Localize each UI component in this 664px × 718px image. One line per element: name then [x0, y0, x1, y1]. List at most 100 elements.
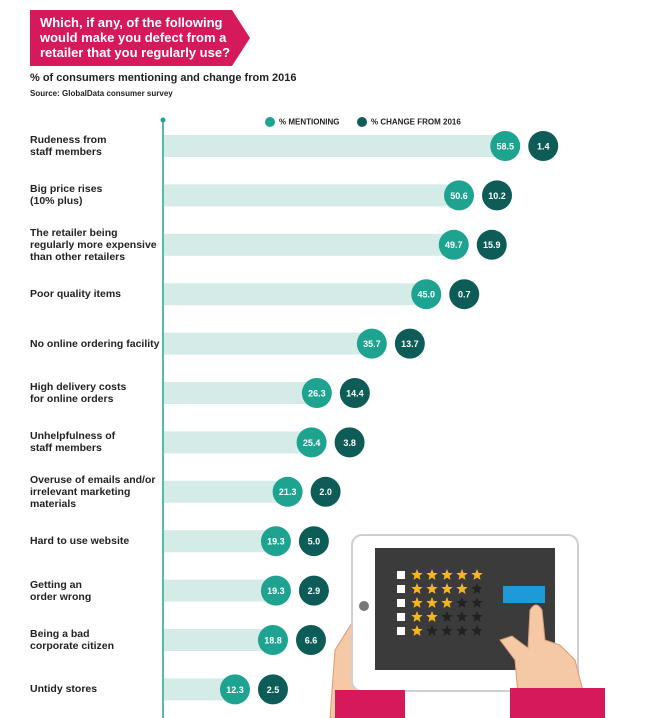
change-dot [339, 378, 370, 408]
value-label: 6.6 [305, 635, 318, 645]
value-label: 2.5 [267, 685, 280, 695]
category-label: Hard to use website [30, 535, 130, 548]
value-label: 18.8 [264, 635, 282, 645]
star [441, 569, 453, 580]
bar [164, 233, 454, 256]
change-dot [334, 427, 365, 458]
value-label: 3.8 [343, 438, 356, 448]
change-dot [394, 328, 425, 359]
bar [164, 332, 372, 355]
star [426, 569, 438, 580]
star [471, 625, 483, 636]
bar [164, 184, 460, 207]
value-label: 26.3 [308, 388, 326, 398]
change-dot [310, 476, 341, 507]
change-dot [528, 131, 559, 161]
mention-dot [260, 526, 291, 557]
mention-dot [301, 378, 332, 408]
axis-dot [160, 117, 166, 123]
mention-dot [444, 180, 475, 211]
bar [164, 431, 312, 454]
bar [164, 678, 235, 701]
legend-label: % CHANGE FROM 2016 [371, 118, 461, 127]
mention-dot [272, 476, 303, 507]
value-label: 19.3 [267, 586, 285, 596]
star [456, 625, 468, 636]
star [426, 625, 438, 636]
mention-dot [356, 328, 387, 359]
value-label: 14.4 [346, 388, 364, 398]
checkbox [397, 571, 405, 579]
mention-dot [296, 427, 327, 458]
star [441, 597, 453, 608]
category-label: Overuse of emails and/or irrelevant mark… [30, 473, 156, 510]
star [471, 597, 483, 608]
category-label: Being a bad corporate citizen [30, 628, 115, 652]
title-box [30, 10, 250, 66]
star [456, 583, 468, 594]
star [441, 625, 453, 636]
star [411, 597, 423, 608]
value-label: 10.2 [488, 191, 506, 201]
star [456, 597, 468, 608]
value-label: 2.9 [308, 586, 321, 596]
category-label: Rudeness from staff members [30, 134, 107, 158]
change-dot [449, 279, 480, 310]
value-label: 49.7 [445, 240, 463, 250]
category-label: The retailer being regularly more expens… [30, 226, 157, 263]
mention-dot [490, 131, 521, 161]
bar [164, 629, 273, 651]
value-label: 21.3 [279, 487, 297, 497]
star [471, 569, 483, 580]
bar [164, 382, 317, 404]
category-label: High delivery costs for online orders [30, 381, 127, 405]
star [426, 597, 438, 608]
value-label: 58.5 [496, 141, 514, 151]
star [471, 583, 483, 594]
bar [164, 579, 276, 602]
legend-swatch [265, 117, 275, 127]
mention-dot [260, 575, 291, 606]
star [411, 625, 423, 636]
bar [164, 135, 506, 157]
value-label: 2.0 [319, 487, 332, 497]
mention-dot [257, 625, 288, 655]
change-dot [298, 575, 329, 606]
star [456, 569, 468, 580]
change-dot [298, 526, 329, 557]
value-label: 50.6 [450, 191, 468, 201]
bar [164, 480, 288, 503]
category-label: Untidy stores [30, 683, 98, 696]
value-label: 35.7 [363, 339, 381, 349]
category-label: Getting an order wrong [30, 578, 92, 603]
checkbox [397, 627, 405, 635]
mention-dot [219, 674, 250, 705]
value-label: 5.0 [308, 537, 321, 547]
value-label: 0.7 [458, 290, 471, 300]
star [411, 611, 423, 622]
value-label: 25.4 [303, 438, 321, 448]
star [471, 611, 483, 622]
legend-label: % MENTIONING [279, 118, 339, 127]
star [411, 569, 423, 580]
value-label: 13.7 [401, 339, 419, 349]
change-dot [482, 180, 513, 211]
value-label: 15.9 [483, 240, 501, 250]
bar [164, 530, 276, 553]
category-label: Poor quality items [30, 288, 122, 301]
change-dot [476, 229, 507, 260]
checkbox [397, 599, 405, 607]
value-label: 19.3 [267, 537, 285, 547]
subtitle: % of consumers mentioning and change fro… [30, 72, 297, 84]
checkbox [397, 585, 405, 593]
category-label: No online ordering facility [30, 337, 160, 350]
mention-dot [411, 279, 442, 310]
star [441, 611, 453, 622]
value-label: 45.0 [417, 290, 435, 300]
category-label: Unhelpfulness of staff members [30, 430, 116, 455]
change-dot [295, 625, 326, 655]
bar [164, 283, 427, 306]
change-dot [257, 674, 288, 705]
